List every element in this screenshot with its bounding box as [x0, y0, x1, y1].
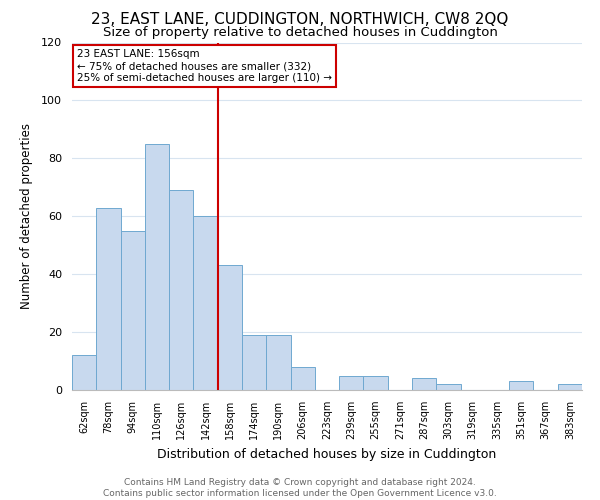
Bar — [558, 384, 582, 390]
Y-axis label: Number of detached properties: Number of detached properties — [20, 123, 33, 309]
Bar — [96, 208, 121, 390]
Bar — [339, 376, 364, 390]
Bar — [364, 376, 388, 390]
Bar — [218, 266, 242, 390]
Bar — [242, 335, 266, 390]
Bar — [266, 335, 290, 390]
Bar — [436, 384, 461, 390]
Bar — [290, 367, 315, 390]
Text: 23 EAST LANE: 156sqm
← 75% of detached houses are smaller (332)
25% of semi-deta: 23 EAST LANE: 156sqm ← 75% of detached h… — [77, 50, 332, 82]
Bar — [193, 216, 218, 390]
Bar — [121, 230, 145, 390]
Bar — [169, 190, 193, 390]
Text: 23, EAST LANE, CUDDINGTON, NORTHWICH, CW8 2QQ: 23, EAST LANE, CUDDINGTON, NORTHWICH, CW… — [91, 12, 509, 28]
Bar — [145, 144, 169, 390]
Bar — [72, 355, 96, 390]
X-axis label: Distribution of detached houses by size in Cuddington: Distribution of detached houses by size … — [157, 448, 497, 460]
Bar — [509, 382, 533, 390]
Bar — [412, 378, 436, 390]
Text: Size of property relative to detached houses in Cuddington: Size of property relative to detached ho… — [103, 26, 497, 39]
Text: Contains HM Land Registry data © Crown copyright and database right 2024.
Contai: Contains HM Land Registry data © Crown c… — [103, 478, 497, 498]
